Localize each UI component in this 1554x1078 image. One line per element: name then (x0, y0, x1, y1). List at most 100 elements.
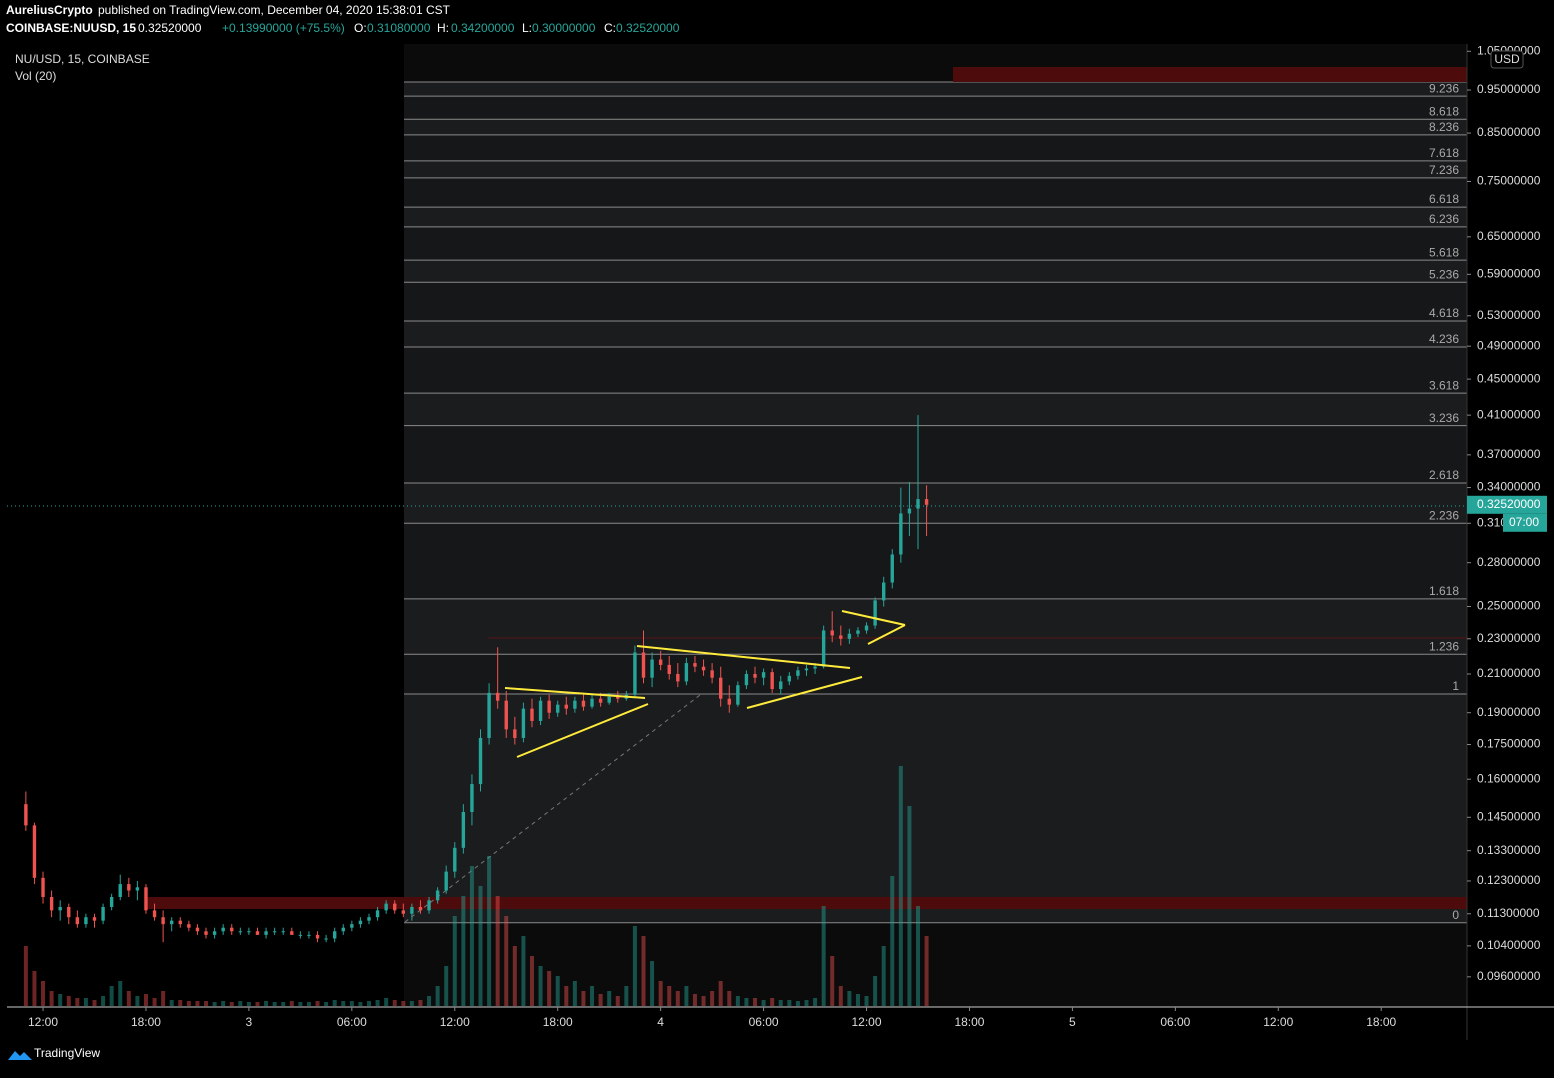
volume-bar (615, 996, 620, 1006)
volume-bar (838, 986, 843, 1006)
fib-label: 9.236 (1429, 81, 1459, 95)
fib-band (404, 96, 1467, 120)
candle-body (393, 903, 397, 911)
last-price-box (1467, 495, 1547, 514)
axes: 1.050000000.950000000.850000000.75000000… (28, 43, 1547, 1029)
y-tick-label: 0.95000000 (1477, 82, 1541, 96)
fib-band (404, 282, 1467, 321)
y-tick-label: 0.16000000 (1477, 771, 1541, 785)
x-tick-label: 18:00 (131, 1015, 161, 1029)
volume-bar (358, 1002, 363, 1006)
fib-label: 1.618 (1429, 584, 1459, 598)
volume-bar (366, 1001, 371, 1006)
candle-body (873, 600, 877, 626)
o-label: O: (354, 21, 367, 35)
volume-bar (761, 1000, 766, 1006)
volume-bar (667, 986, 672, 1006)
triangles (504, 610, 906, 758)
volume-bar (495, 896, 500, 1006)
volume-bar (461, 896, 466, 1006)
fib-label: 7.236 (1429, 163, 1459, 177)
candle-body (152, 910, 157, 918)
volume-bar (864, 996, 869, 1006)
logo (8, 1051, 32, 1060)
candle-body (444, 871, 448, 891)
x-tick-label: 4 (657, 1015, 664, 1029)
volume-bar (744, 998, 749, 1006)
fib-band (404, 260, 1467, 283)
o: 0.31080000 (367, 21, 431, 35)
candle-body (32, 825, 37, 878)
candle-body (513, 729, 517, 738)
volume-bar (349, 1001, 354, 1006)
volume-bar (186, 1001, 191, 1006)
l-label: L: (522, 21, 532, 35)
candle-body (230, 927, 234, 932)
fib-label: 0 (1452, 908, 1459, 922)
fib-label: 6.618 (1429, 192, 1459, 206)
candle-body (461, 811, 466, 848)
volume-bar (229, 1002, 234, 1006)
legend-instrument: NU/USD, 15, COINBASE (15, 52, 150, 66)
candle-body (590, 698, 594, 707)
brand: TradingView (34, 1046, 100, 1060)
volume-bar (598, 994, 603, 1006)
volume-bar (727, 991, 732, 1006)
candle-body (504, 700, 508, 730)
x-tick-label: 18:00 (543, 1015, 573, 1029)
volume-bar (512, 946, 517, 1006)
volume-bar (572, 981, 577, 1006)
change: +0.13990000 (+75.5%) (222, 21, 345, 35)
candle-body (204, 931, 208, 935)
candle-body (753, 673, 757, 678)
volume-bar (409, 1001, 414, 1006)
volume-bar (675, 991, 680, 1006)
trend-line (636, 645, 851, 669)
currency[interactable]: USD (1494, 52, 1520, 66)
volume-bar (143, 994, 148, 1006)
candle-body (435, 890, 440, 901)
trend-line (504, 687, 646, 699)
fib-label: 4.618 (1429, 306, 1459, 320)
fib-band (404, 81, 1467, 97)
volume-bar (795, 1001, 800, 1006)
candle-body (161, 917, 165, 925)
candle-body (384, 903, 388, 911)
candle-body (324, 938, 328, 940)
fib-label: 5.618 (1429, 245, 1459, 259)
y-tick-label: 0.65000000 (1477, 229, 1541, 243)
candle-body (453, 847, 457, 872)
volume-bar (109, 986, 114, 1006)
volume-bar (101, 996, 106, 1006)
candle-body (127, 884, 131, 891)
candle-body (212, 931, 217, 935)
volume-bar (555, 976, 560, 1006)
x-tick-label: 18:00 (1366, 1015, 1396, 1029)
volume-bar (813, 998, 818, 1006)
y-tick-label: 0.11300000 (1477, 906, 1540, 920)
candle-body (847, 633, 852, 639)
y-tick-label: 0.75000000 (1477, 174, 1541, 188)
volume-bar (632, 926, 637, 1006)
y-tick-label: 0.53000000 (1477, 308, 1541, 322)
volume-bar (75, 998, 80, 1006)
volume-bar (298, 1002, 303, 1006)
currency-button[interactable] (1490, 50, 1524, 69)
candle-body (401, 910, 406, 914)
candle-body (290, 931, 294, 935)
candle-body (538, 700, 543, 721)
volume-bar (161, 991, 166, 1006)
candle-body (787, 675, 792, 682)
last-price-label: 0.32520000 (1477, 497, 1541, 511)
fib-label: 3.236 (1429, 411, 1459, 425)
trend-line (841, 610, 906, 626)
candle-body (298, 934, 303, 936)
candle-body (547, 700, 551, 713)
h-label: H: (437, 21, 449, 35)
fib-label: 8.236 (1429, 120, 1459, 134)
candle-body (607, 696, 611, 703)
volume-bar (152, 998, 157, 1006)
candle-body (418, 906, 423, 911)
y-tick-label: 0.23000000 (1477, 631, 1541, 645)
